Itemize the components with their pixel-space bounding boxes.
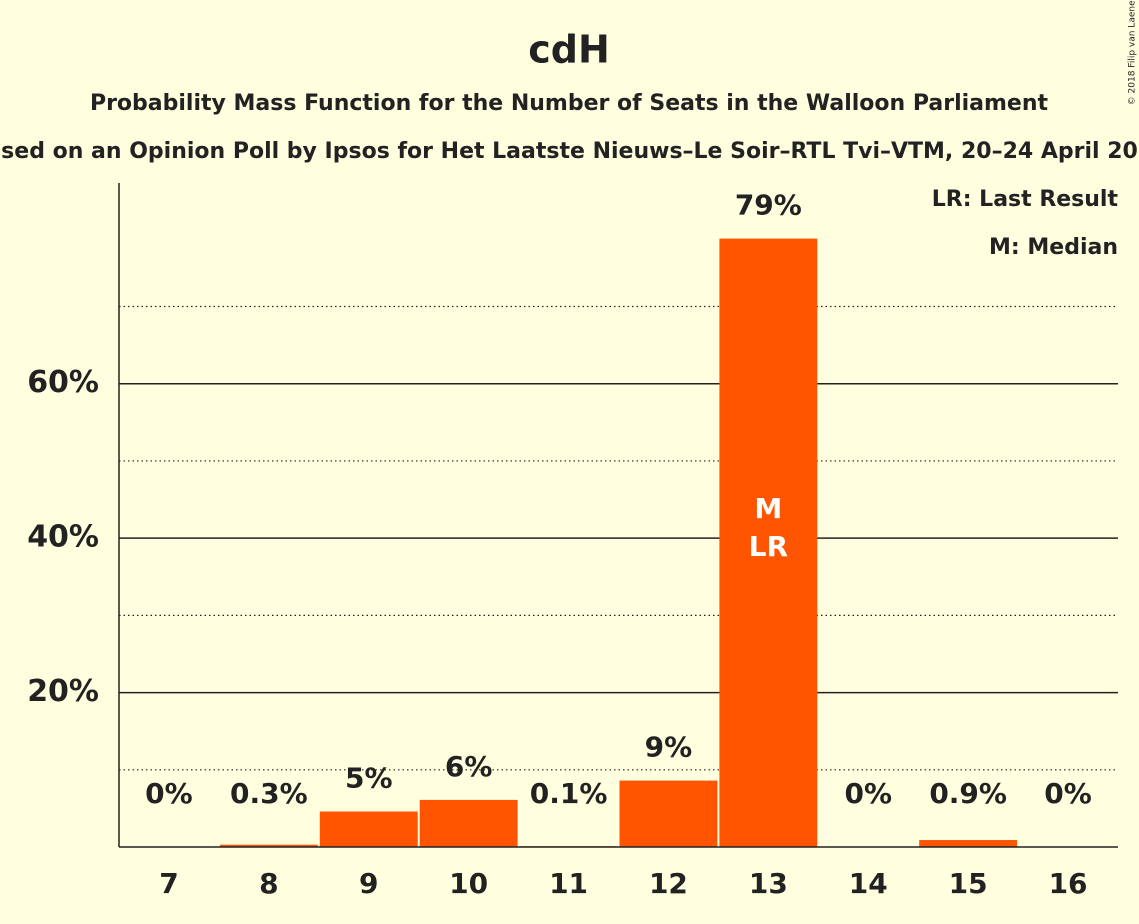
chart-subtitle: Based on an Opinion Poll by Ipsos for He… bbox=[0, 139, 1139, 164]
bar bbox=[619, 780, 718, 847]
x-tick-label: 7 bbox=[159, 867, 178, 900]
chart-subtitle: Probability Mass Function for the Number… bbox=[90, 91, 1049, 116]
chart-title: cdH bbox=[528, 28, 610, 72]
copyright: © 2018 Filip van Laenen bbox=[1128, 0, 1138, 105]
x-tick-label: 12 bbox=[649, 867, 688, 900]
bar bbox=[419, 799, 518, 847]
x-tick-label: 10 bbox=[449, 867, 488, 900]
x-tick-label: 14 bbox=[849, 867, 888, 900]
median-marker: M bbox=[754, 492, 782, 525]
legend-entry: M: Median bbox=[989, 235, 1118, 260]
bar bbox=[319, 811, 418, 847]
last-result-marker: LR bbox=[749, 530, 788, 563]
bar bbox=[219, 844, 318, 847]
data-label: 9% bbox=[645, 731, 693, 764]
data-label: 0% bbox=[1044, 777, 1092, 810]
x-tick-label: 15 bbox=[949, 867, 988, 900]
bar bbox=[919, 840, 1018, 847]
bar bbox=[719, 238, 818, 847]
data-label: 6% bbox=[445, 750, 493, 783]
x-tick-label: 11 bbox=[549, 867, 588, 900]
y-tick-label: 60% bbox=[27, 365, 99, 400]
x-tick-label: 16 bbox=[1049, 867, 1088, 900]
y-tick-label: 40% bbox=[27, 520, 99, 555]
x-tick-label: 8 bbox=[259, 867, 278, 900]
data-label: 5% bbox=[345, 761, 393, 794]
data-label: 0% bbox=[145, 777, 193, 810]
y-tick-label: 20% bbox=[27, 674, 99, 709]
x-tick-label: 13 bbox=[749, 867, 788, 900]
data-label: 0.9% bbox=[929, 777, 1007, 810]
data-label: 0.3% bbox=[230, 777, 308, 810]
x-tick-label: 9 bbox=[359, 867, 378, 900]
data-label: 0% bbox=[844, 777, 892, 810]
legend-entry: LR: Last Result bbox=[932, 187, 1119, 212]
data-label: 79% bbox=[735, 189, 802, 222]
data-label: 0.1% bbox=[530, 777, 608, 810]
